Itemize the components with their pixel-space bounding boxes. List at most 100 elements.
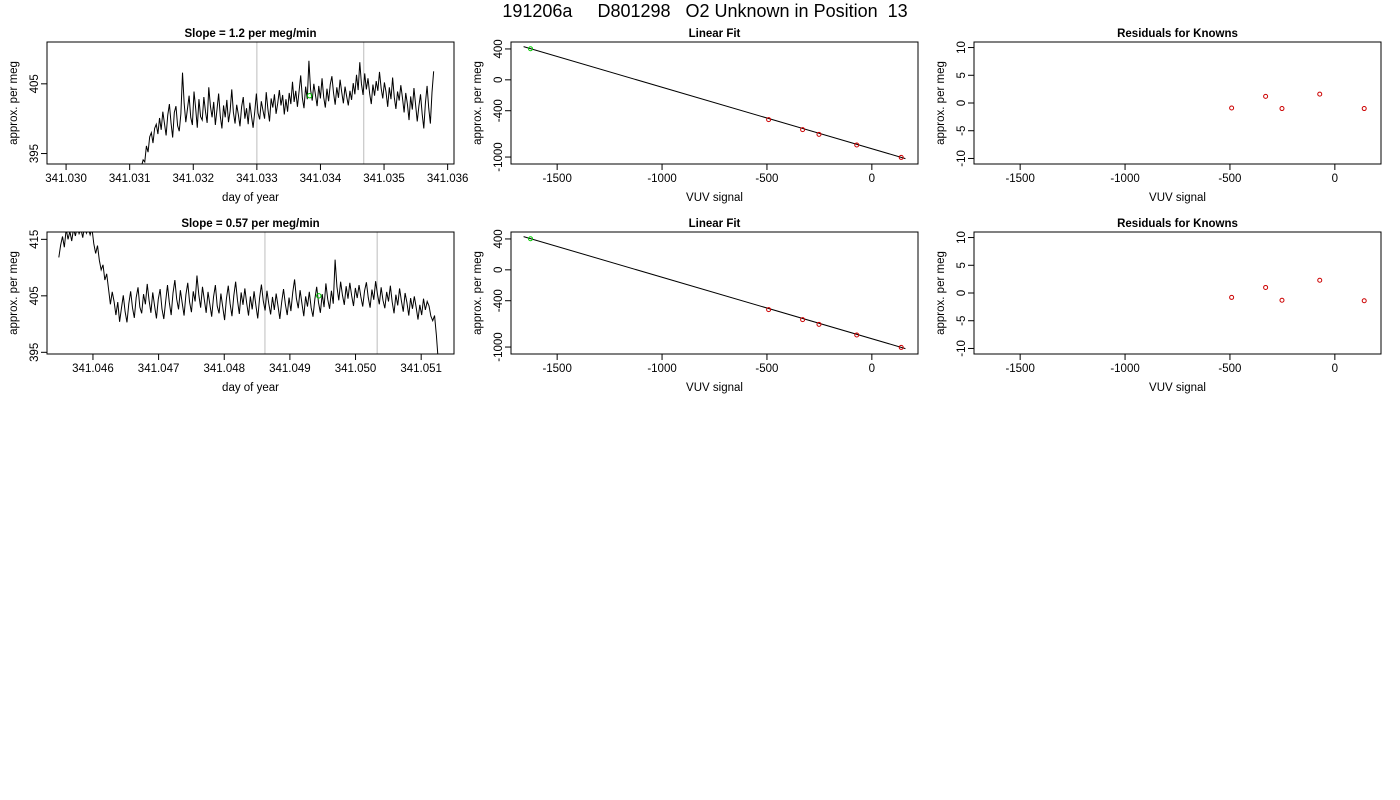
panel-2: Linear Fit VUV signal approx. per meg -1500… — [472, 28, 919, 204]
y-axis-label: approx. per meg — [472, 251, 484, 335]
plot-frame — [510, 41, 919, 165]
fit-line — [523, 236, 906, 350]
known-point — [1279, 106, 1285, 112]
plot-frame — [46, 41, 455, 165]
plot-area — [1229, 277, 1367, 304]
known-point — [766, 117, 772, 123]
known-point — [1317, 277, 1323, 283]
known-point — [1263, 93, 1269, 99]
data-series-line — [58, 232, 439, 354]
panel-title: Slope = 0.57 per meg/min — [181, 218, 319, 230]
x-tick-label: -500 — [755, 363, 778, 375]
x-tick-label: 341.051 — [400, 363, 442, 375]
x-tick-label: -1000 — [1110, 363, 1139, 375]
x-axis-label: VUV signal — [1149, 382, 1206, 394]
x-axis-label: VUV signal — [686, 382, 743, 394]
plot-area — [523, 46, 906, 160]
page-title: 191206a D801298 O2 Unknown in Position 1… — [502, 1, 908, 21]
x-tick-label: 0 — [1332, 173, 1338, 185]
x-tick-label: -1500 — [1005, 363, 1034, 375]
known-point — [800, 317, 806, 323]
unknown-point — [528, 46, 534, 52]
fit-line — [523, 46, 906, 160]
y-tick-label: 395 — [29, 144, 41, 163]
plot-area — [1229, 91, 1367, 112]
y-tick-label: -1000 — [493, 142, 505, 171]
known-point — [1229, 294, 1235, 300]
y-tick-label: -400 — [493, 289, 505, 312]
y-tick-label: 415 — [29, 230, 41, 249]
x-tick-label: 341.049 — [269, 363, 311, 375]
y-tick-label: 405 — [29, 74, 41, 93]
plot-frame — [510, 231, 919, 355]
unknown-mean-point — [306, 92, 313, 99]
x-tick-label: 341.036 — [427, 173, 469, 185]
panel-6: Residuals for Knowns VUV signal approx. pe… — [935, 218, 1382, 394]
plot-area — [141, 42, 435, 164]
y-tick-label: 400 — [493, 229, 505, 248]
y-tick-label: 400 — [493, 39, 505, 58]
plot-frame — [973, 41, 1382, 165]
y-axis-label: approx. per meg — [8, 61, 20, 145]
y-tick-label: 0 — [493, 267, 505, 273]
x-axis-label: day of year — [222, 382, 279, 394]
y-tick-label: 395 — [29, 343, 41, 362]
panel-title: Residuals for Knowns — [1117, 218, 1238, 230]
x-tick-label: 0 — [869, 363, 875, 375]
x-tick-label: 341.046 — [72, 363, 114, 375]
panel-5: Linear Fit VUV signal approx. per meg -1500… — [472, 218, 919, 394]
y-tick-label: -1000 — [493, 332, 505, 361]
panel-4: Slope = 0.57 per meg/min day of year appro… — [8, 218, 455, 394]
y-tick-label: 10 — [956, 41, 968, 54]
panel-title: Slope = 1.2 per meg/min — [185, 28, 317, 40]
known-point — [816, 321, 822, 327]
x-tick-label: 341.035 — [363, 173, 405, 185]
plot-area — [523, 236, 906, 350]
x-tick-label: 341.047 — [138, 363, 180, 375]
known-point — [898, 344, 904, 350]
x-tick-label: -500 — [1218, 363, 1241, 375]
y-axis-label: approx. per meg — [935, 251, 947, 335]
plot-frame — [46, 231, 455, 355]
x-tick-label: -1500 — [542, 363, 571, 375]
known-point — [1279, 297, 1285, 303]
known-point — [1361, 106, 1367, 112]
plot-frame — [973, 231, 1382, 355]
x-tick-label: 0 — [869, 173, 875, 185]
panel-title: Residuals for Knowns — [1117, 28, 1238, 40]
known-point — [1229, 105, 1235, 111]
known-point — [854, 142, 860, 148]
known-point — [1361, 298, 1367, 304]
y-tick-label: 0 — [956, 290, 968, 296]
known-point — [816, 131, 822, 137]
x-tick-label: -500 — [1218, 173, 1241, 185]
panel-3: Residuals for Knowns VUV signal approx. pe… — [935, 28, 1382, 204]
x-tick-label: -1000 — [647, 363, 676, 375]
x-tick-label: -500 — [755, 173, 778, 185]
y-tick-label: -400 — [493, 99, 505, 122]
x-axis-label: VUV signal — [686, 192, 743, 204]
x-tick-label: 341.034 — [300, 173, 342, 185]
known-point — [1263, 284, 1269, 290]
y-tick-label: -10 — [956, 150, 968, 167]
y-tick-label: 0 — [493, 77, 505, 83]
x-tick-label: -1000 — [647, 173, 676, 185]
x-tick-label: 341.031 — [109, 173, 151, 185]
panel-title: Linear Fit — [689, 218, 741, 230]
x-tick-label: 341.050 — [335, 363, 377, 375]
x-tick-label: -1500 — [1005, 173, 1034, 185]
y-axis-label: approx. per meg — [472, 61, 484, 145]
x-tick-label: 341.032 — [172, 173, 214, 185]
y-tick-label: -5 — [956, 126, 968, 136]
known-point — [898, 154, 904, 160]
y-tick-label: 0 — [956, 100, 968, 106]
known-point — [854, 332, 860, 338]
unknown-mean-point — [316, 293, 322, 299]
known-point — [800, 127, 806, 133]
x-tick-label: -1500 — [542, 173, 571, 185]
y-tick-label: -10 — [956, 340, 968, 357]
x-axis-label: VUV signal — [1149, 192, 1206, 204]
x-tick-label: -1000 — [1110, 173, 1139, 185]
x-tick-label: 341.033 — [236, 173, 278, 185]
y-tick-label: 405 — [29, 286, 41, 305]
